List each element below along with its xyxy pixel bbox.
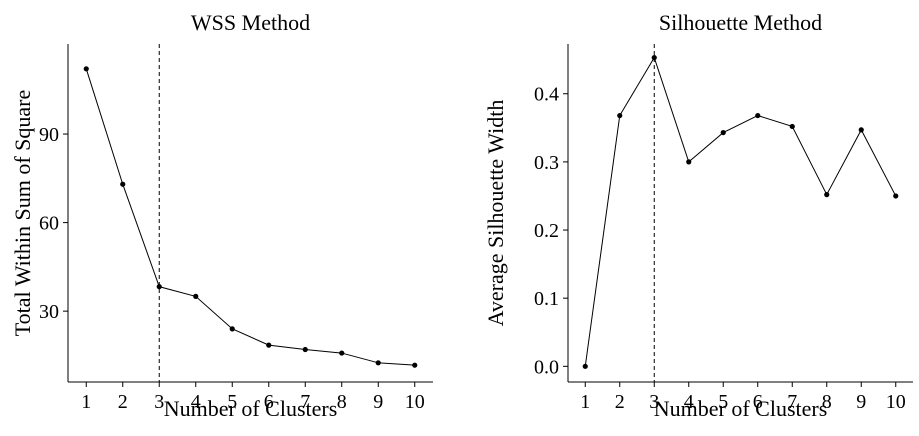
silhouette-panel: Silhouette Method 1 2 3 4 5 6 7 8 9 10 0.0 0.1 0.2 0.3… xyxy=(483,10,913,421)
series-line xyxy=(584,56,897,367)
x-tick-label: 5 xyxy=(227,391,237,413)
x-tick-label: 6 xyxy=(753,391,763,413)
data-point xyxy=(582,363,588,369)
series-line xyxy=(85,68,415,366)
y-tick-label: 0.0 xyxy=(534,356,559,378)
x-tick-label: 2 xyxy=(615,391,625,413)
data-point xyxy=(720,129,726,136)
data-point xyxy=(686,159,692,165)
x-tick-label: 4 xyxy=(684,391,694,413)
x-tick-label: 8 xyxy=(337,391,347,413)
data-point xyxy=(156,284,162,290)
y-axis-label: Average Silhouette Width xyxy=(483,100,508,327)
x-tick-label: 9 xyxy=(373,391,383,413)
data-point xyxy=(83,66,89,72)
x-tick-label: 1 xyxy=(580,391,590,413)
wss-panel: WSS Method 1 2 3 4 5 6 7 8 9 10 30 60 90 Number of Clu… xyxy=(10,10,433,421)
data-point xyxy=(755,112,761,119)
x-tick-label: 2 xyxy=(118,391,128,413)
y-axis-label: Total Within Sum of Square xyxy=(10,90,35,336)
data-point xyxy=(302,346,308,353)
data-point xyxy=(824,192,830,198)
x-tick-label: 7 xyxy=(300,391,310,413)
y-tick-label: 0.3 xyxy=(534,152,559,174)
data-point xyxy=(375,360,381,366)
data-point xyxy=(229,326,235,332)
x-tick-label: 6 xyxy=(264,391,274,413)
x-tick-label: 1 xyxy=(81,391,91,413)
x-tick-label: 7 xyxy=(787,391,797,413)
y-tick-label: 0.1 xyxy=(534,288,559,310)
data-point xyxy=(193,293,199,299)
data-point xyxy=(893,193,899,199)
x-tick-label: 4 xyxy=(191,391,201,413)
x-tick-label: 9 xyxy=(856,391,866,413)
x-tick-label: 10 xyxy=(405,391,425,413)
data-point xyxy=(651,55,657,61)
y-tick-label: 30 xyxy=(39,301,59,323)
x-tick-label: 10 xyxy=(886,391,906,413)
y-tick-label: 90 xyxy=(39,124,59,146)
y-tick-label: 0.4 xyxy=(534,84,559,106)
x-tick-label: 3 xyxy=(649,391,659,413)
x-axis-label: Number of Clusters xyxy=(164,396,338,421)
y-tick-label: 60 xyxy=(39,213,59,235)
x-tick-label: 3 xyxy=(154,391,164,413)
data-point xyxy=(858,127,864,133)
data-point xyxy=(617,112,623,119)
data-point xyxy=(412,362,418,368)
data-point xyxy=(266,342,272,348)
y-tick-label: 0.2 xyxy=(534,220,559,242)
x-tick-label: 8 xyxy=(822,391,832,413)
chart-title: WSS Method xyxy=(191,10,310,35)
chart-title: Silhouette Method xyxy=(659,10,822,35)
data-point xyxy=(789,123,795,130)
x-axis-label: Number of Clusters xyxy=(654,396,828,421)
data-point xyxy=(339,350,345,356)
data-point xyxy=(120,181,126,187)
x-tick-label: 5 xyxy=(718,391,728,413)
